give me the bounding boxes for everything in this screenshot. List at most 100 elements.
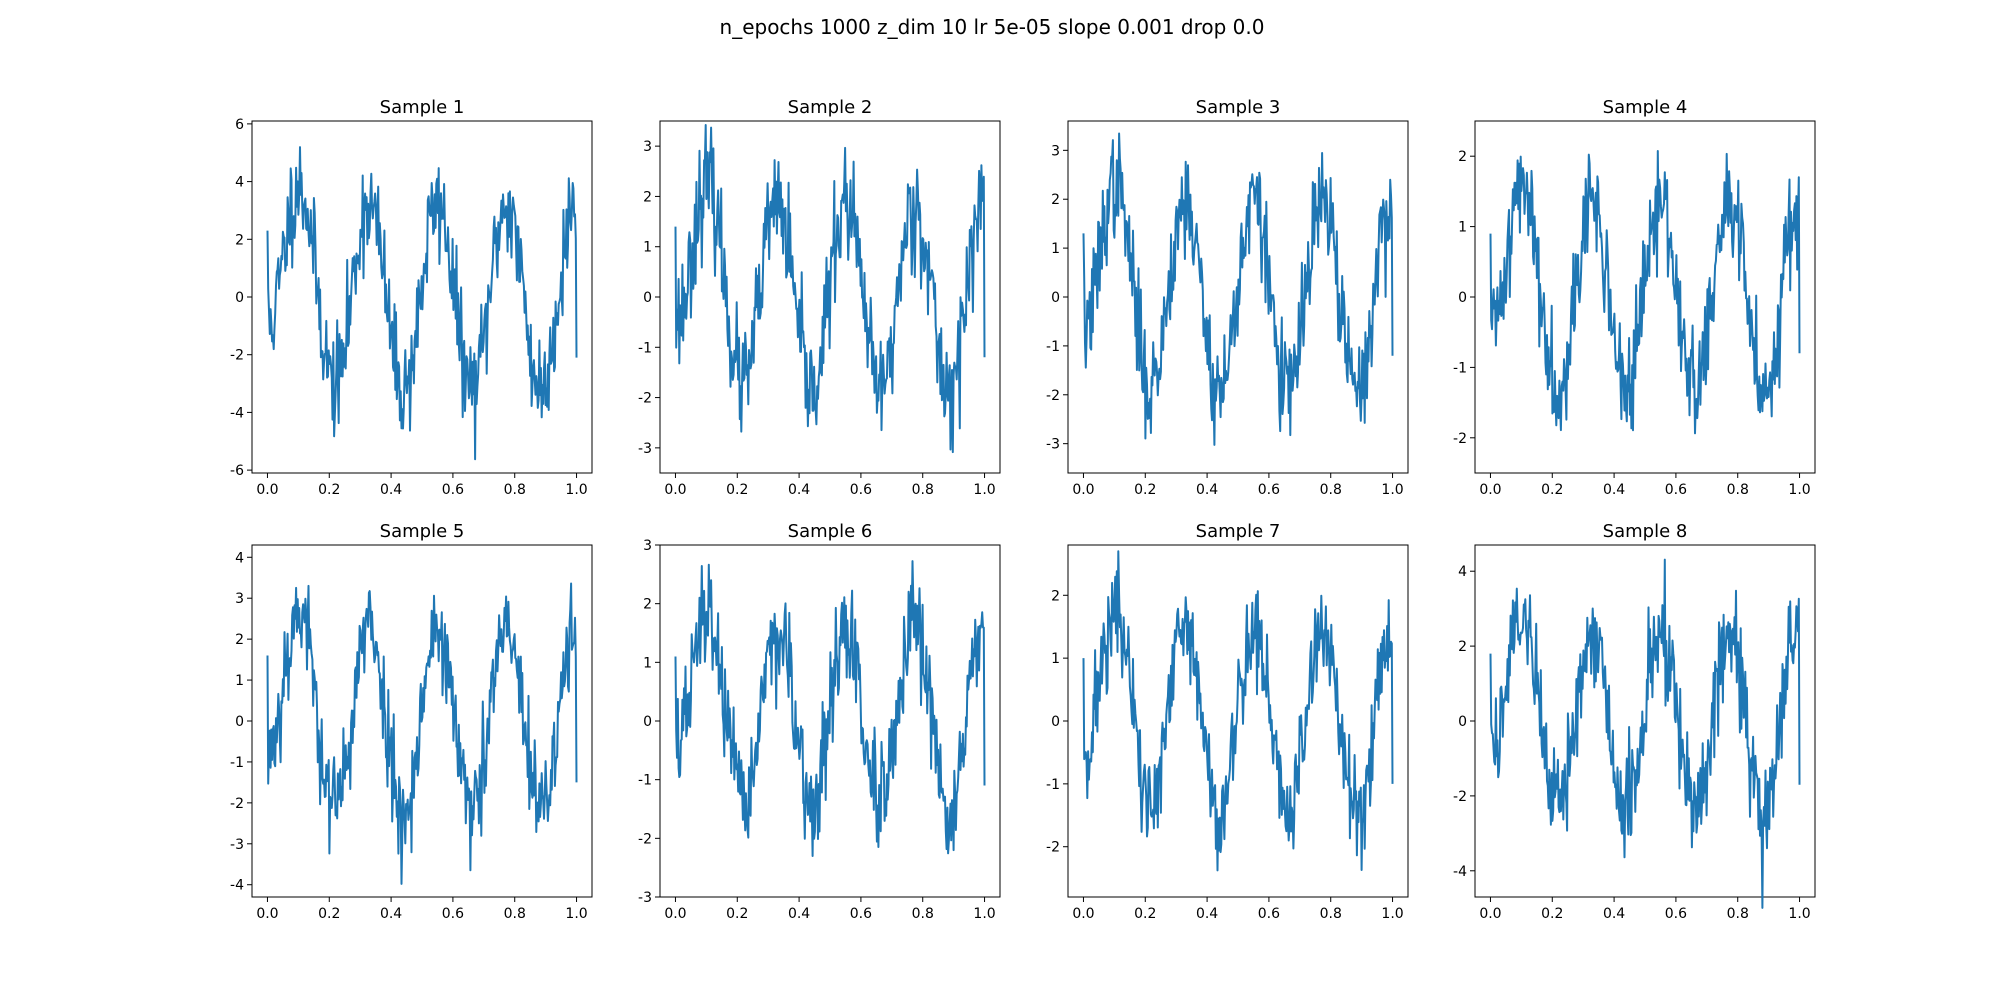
- subplot-title-4: Sample 4: [1603, 97, 1688, 118]
- subplot-sample-8: Sample 8 0.0 0.2 0.4 0.6 0.8 1.0 -4 -2 0 2 4: [1453, 521, 1816, 922]
- y-tick-label: 4: [1458, 564, 1467, 580]
- y-tick-label: -3: [1046, 437, 1060, 453]
- subplot-title-5: Sample 5: [380, 521, 465, 542]
- subplot-sample-6: Sample 6 0.0 0.2 0.4 0.6 0.8 1.0 -3 -2 -1 0 1 2 3: [638, 521, 1001, 922]
- y-tick-label: -2: [638, 831, 652, 847]
- y-tick-label: -2: [1046, 388, 1060, 404]
- y-tick-label: 2: [235, 232, 244, 248]
- y-tick-label: -1: [1046, 339, 1060, 355]
- y-tick-label: -3: [230, 837, 244, 853]
- x-tick-label: 0.2: [726, 482, 748, 498]
- x-tick-label: 0.8: [1727, 906, 1749, 922]
- x-tick-label: 0.6: [1258, 482, 1280, 498]
- subplot-title-6: Sample 6: [788, 521, 873, 542]
- x-tick-label: 0.0: [664, 906, 686, 922]
- y-tick-label: 2: [1458, 639, 1467, 655]
- subplot-sample-2: Sample 2 0.0 0.2 0.4 0.6 0.8 1.0 -3 -2 -1 0 1 2 3: [638, 97, 1001, 498]
- subplot-sample-3: Sample 3 0.0 0.2 0.4 0.6 0.8 1.0 -3 -2 -1 0 1 2 3: [1046, 97, 1409, 498]
- x-tick-label: 0.2: [1541, 906, 1563, 922]
- y-tick-label: 0: [1458, 714, 1467, 730]
- subplot-sample-4: Sample 4 0.0 0.2 0.4 0.6 0.8 1.0 -2 -1 0 1 2: [1453, 97, 1816, 498]
- x-tick-label: 0.0: [256, 906, 278, 922]
- x-tick-label: 0.4: [788, 482, 810, 498]
- x-tick-label: 0.6: [1665, 906, 1687, 922]
- y-tick-label: 0: [1051, 714, 1060, 730]
- series-line-3: [1082, 132, 1394, 446]
- x-tick-label: 0.2: [318, 482, 340, 498]
- x-tick-label: 0.6: [1258, 906, 1280, 922]
- y-tick-label: -2: [638, 391, 652, 407]
- x-tick-label: 1.0: [1381, 482, 1403, 498]
- y-tick-label: 1: [643, 240, 652, 256]
- subplot-title-2: Sample 2: [788, 97, 873, 118]
- y-tick-label: 1: [1458, 220, 1467, 236]
- x-tick-label: 0.0: [1072, 482, 1094, 498]
- x-tick-label: 1.0: [973, 482, 995, 498]
- y-tick-label: 2: [235, 632, 244, 648]
- axes-frame-8: [1474, 544, 1816, 898]
- series-line-6: [674, 560, 986, 857]
- y-tick-label: -1: [638, 340, 652, 356]
- x-tick-label: 0.4: [380, 906, 402, 922]
- y-tick-label: -1: [638, 773, 652, 789]
- subplot-title-8: Sample 8: [1603, 521, 1688, 542]
- x-tick-label: 0.4: [1603, 906, 1625, 922]
- y-tick-label: -2: [1453, 431, 1467, 447]
- subplot-title-3: Sample 3: [1196, 97, 1281, 118]
- y-tick-label: 4: [235, 550, 244, 566]
- subplots-grid: Sample 10.0 0.2 0.4 0.6 0.8 1.0-6-4-20246Samp…: [230, 97, 1816, 922]
- y-tick-label: 0: [1051, 290, 1060, 306]
- y-tick-label: -2: [1453, 789, 1467, 805]
- y-tick-label: -4: [230, 405, 244, 421]
- y-tick-label: 2: [643, 189, 652, 205]
- x-tick-label: 0.8: [1320, 906, 1342, 922]
- y-tick-label: 0: [1458, 290, 1467, 306]
- series-line-8: [1489, 558, 1801, 909]
- x-tick-label: 0.8: [504, 906, 526, 922]
- x-tick-label: 0.4: [1603, 482, 1625, 498]
- x-tick-label: 0.2: [1134, 482, 1156, 498]
- subplot-title-7: Sample 7: [1196, 521, 1281, 542]
- y-tick-label: 2: [1051, 192, 1060, 208]
- x-tick-label: 1.0: [1381, 906, 1403, 922]
- x-tick-label: 0.4: [1196, 906, 1218, 922]
- y-tick-label: -4: [230, 878, 244, 894]
- y-tick-label: 6: [235, 117, 244, 133]
- series-line-5: [266, 582, 578, 885]
- x-tick-label: 0.8: [1320, 482, 1342, 498]
- y-tick-label: -3: [638, 890, 652, 906]
- y-tick-label: -1: [1453, 360, 1467, 376]
- y-tick-label: 1: [1051, 241, 1060, 257]
- y-tick-label: -1: [1046, 777, 1060, 793]
- y-tick-label: -4: [1453, 864, 1467, 880]
- y-tick-label: -2: [230, 348, 244, 364]
- x-tick-label: 1.0: [565, 906, 587, 922]
- series-line-1: [266, 146, 578, 461]
- y-tick-label: 3: [643, 139, 652, 155]
- axes-frame-7: [1067, 544, 1409, 898]
- x-tick-label: 0.2: [1134, 906, 1156, 922]
- y-tick-label: -2: [230, 796, 244, 812]
- y-tick-label: 1: [643, 655, 652, 671]
- y-tick-label: 0: [643, 290, 652, 306]
- x-tick-label: 0.8: [1727, 482, 1749, 498]
- x-tick-label: 1.0: [565, 482, 587, 498]
- y-tick-label: 3: [235, 591, 244, 607]
- y-tick-label: 3: [643, 538, 652, 554]
- y-tick-label: 2: [1458, 149, 1467, 165]
- x-tick-label: 0.0: [1479, 482, 1501, 498]
- y-tick-label: -1: [230, 755, 244, 771]
- x-tick-label: 0.6: [850, 906, 872, 922]
- y-tick-label: -6: [230, 463, 244, 479]
- x-tick-label: 0.2: [1541, 482, 1563, 498]
- x-tick-label: 0.6: [850, 482, 872, 498]
- x-tick-label: 0.6: [442, 906, 464, 922]
- x-tick-label: 0.8: [912, 906, 934, 922]
- subplot-sample-7: Sample 7 0.0 0.2 0.4 0.6 0.8 1.0 -2 -1 0 1 2: [1046, 521, 1409, 922]
- x-tick-label: 0.4: [1196, 482, 1218, 498]
- series-line-4: [1489, 150, 1801, 435]
- y-tick-label: 3: [1051, 143, 1060, 159]
- y-tick-label: 4: [235, 175, 244, 191]
- x-tick-label: 1.0: [973, 906, 995, 922]
